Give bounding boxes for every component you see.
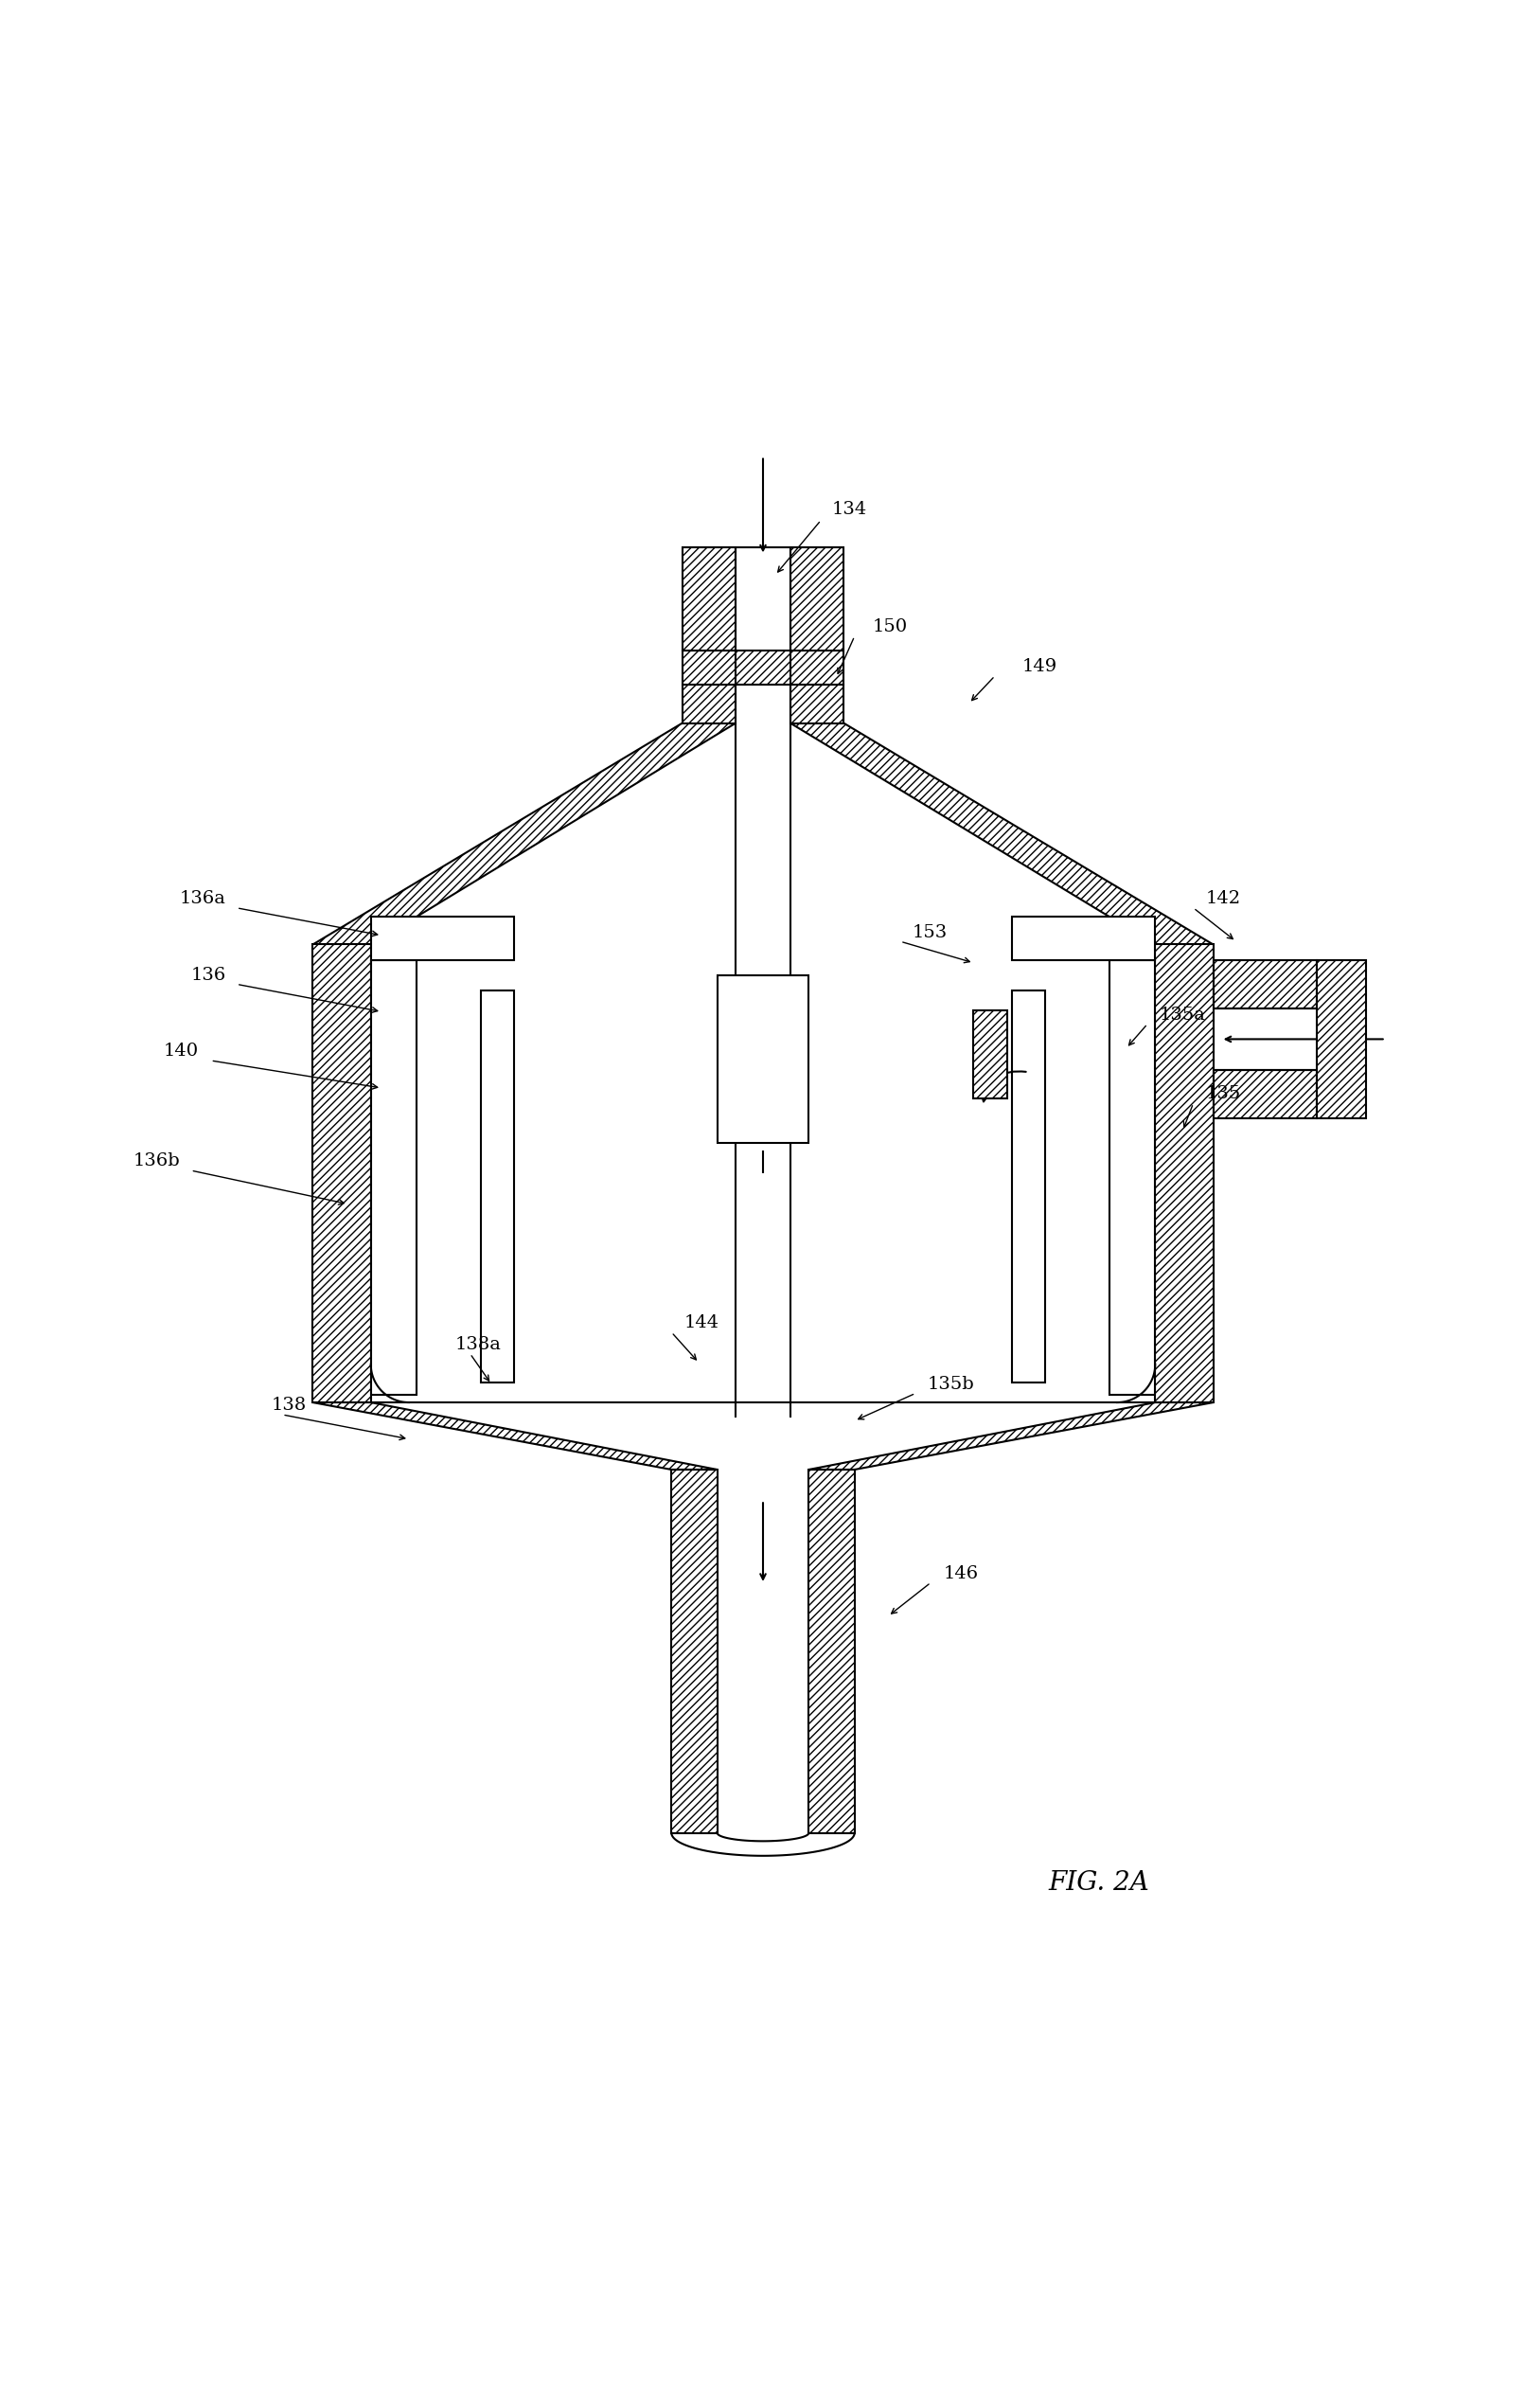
Polygon shape — [809, 1401, 1213, 1469]
Bar — [313, 944, 371, 1401]
Text: 136b: 136b — [133, 1153, 180, 1170]
Text: 142: 142 — [1206, 891, 1241, 908]
Text: 144: 144 — [684, 1315, 719, 1332]
Text: 135: 135 — [1206, 1086, 1241, 1103]
Bar — [1213, 961, 1317, 1009]
Text: 138a: 138a — [455, 1336, 501, 1353]
Bar — [1012, 990, 1045, 1382]
Text: 153: 153 — [913, 925, 948, 942]
Text: 135b: 135b — [928, 1375, 975, 1392]
Polygon shape — [790, 722, 1213, 944]
Text: 150: 150 — [873, 619, 908, 636]
Bar — [682, 684, 736, 722]
Bar — [682, 547, 736, 650]
Text: 134: 134 — [832, 501, 867, 518]
Bar — [1213, 1069, 1317, 1120]
Text: 138: 138 — [272, 1397, 307, 1413]
Polygon shape — [313, 1401, 717, 1469]
Text: 146: 146 — [943, 1565, 978, 1582]
Bar — [1317, 961, 1366, 1120]
Bar — [717, 975, 809, 1144]
Bar — [371, 917, 514, 961]
Text: 135a: 135a — [1160, 1007, 1206, 1023]
Bar — [809, 1469, 855, 1832]
Polygon shape — [313, 722, 736, 944]
Bar — [1155, 944, 1213, 1401]
Bar — [671, 1469, 717, 1832]
Text: FIG. 2A: FIG. 2A — [1048, 1871, 1149, 1895]
Text: 149: 149 — [1022, 657, 1058, 674]
Bar — [790, 684, 844, 722]
Bar — [481, 990, 514, 1382]
Bar — [974, 1009, 1007, 1098]
Text: 136: 136 — [191, 966, 226, 982]
Text: 140: 140 — [163, 1043, 198, 1060]
Bar — [1109, 961, 1155, 1394]
Bar — [682, 650, 844, 684]
Bar — [371, 961, 417, 1394]
Bar — [790, 547, 844, 650]
Bar — [1012, 917, 1155, 961]
Text: 136a: 136a — [180, 891, 226, 908]
